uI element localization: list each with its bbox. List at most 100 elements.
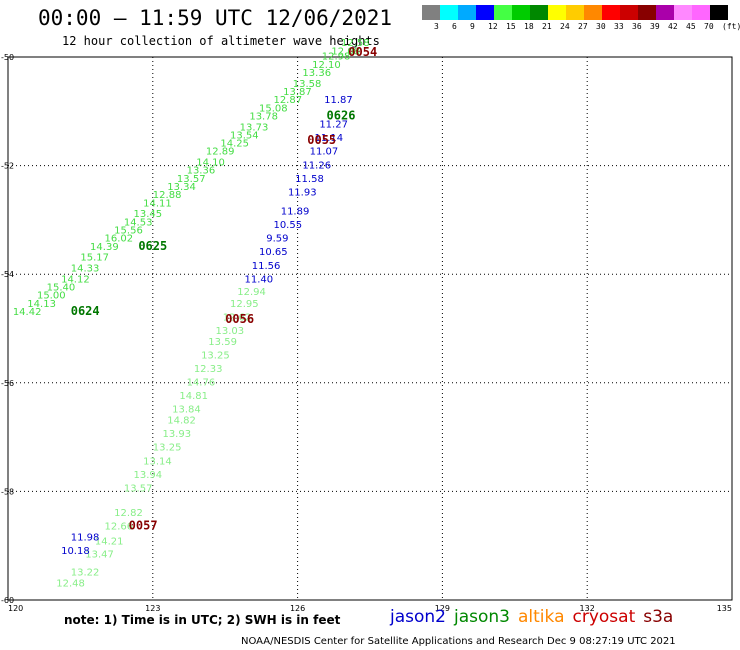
legend-label: 39 [650,22,660,31]
wave-height-value: 12.08 [331,46,360,57]
wave-height-value: 14.53 [124,217,153,228]
lat-tick-label: -50 [1,53,14,62]
wave-height-value: 13.59 [208,337,237,348]
color-scale-legend [422,5,728,20]
legend-swatch [620,5,638,20]
legend-label: 42 [668,22,678,31]
map-border [7,56,733,601]
time-label: 0055 [307,133,336,147]
wave-height-value: 11.26 [302,160,331,171]
legend-swatch [710,5,728,20]
legend-label: 9 [470,22,475,31]
legend-label: 36 [632,22,642,31]
legend-label: 6 [452,22,457,31]
wave-height-value: 14.21 [95,537,124,548]
wave-height-value: 12.33 [194,364,223,375]
legend-swatch [530,5,548,20]
legend-swatch [458,5,476,20]
lon-tick-label: 120 [8,604,23,613]
wave-height-value: 11.07 [310,147,339,158]
wave-height-value: 13.03 [216,326,245,337]
wave-height-value: 12.58 [341,38,370,49]
wave-height-value: 11.93 [288,187,317,198]
lat-tick-label: -52 [1,162,14,171]
wave-height-value: 13.25 [153,443,182,454]
map-grid [8,57,732,600]
wave-height-value: 13.36 [302,68,331,79]
wave-height-value: 15.17 [80,253,109,264]
wave-height-value: 12.62 [223,312,252,323]
wave-height-value: 13.84 [172,405,201,416]
legend-swatch [584,5,602,20]
wave-height-value: 13.87 [283,87,312,98]
wave-height-value: 14.11 [143,198,172,209]
wave-height-value: 12.66 [105,521,134,532]
wave-height-value: 13.34 [167,182,196,193]
wave-height-value: 14.82 [167,416,196,427]
wave-height-value: 10.55 [273,220,302,231]
wave-height-value: 11.89 [281,206,310,217]
wave-height-value: 14.42 [13,307,42,318]
legend-swatch [548,5,566,20]
satellite-legend-item: cryosat [572,607,636,627]
wave-height-value: 10.18 [61,546,90,557]
lat-tick-label: -58 [1,487,14,496]
wave-height-value: 12.82 [114,508,143,519]
time-label: 0625 [138,239,167,253]
wave-height-value: 12.89 [206,147,235,158]
lon-tick-label: 135 [717,604,732,613]
time-label: 0626 [327,108,356,122]
wave-height-value: 13.36 [187,166,216,177]
wave-height-value: 13.47 [85,550,114,561]
lon-tick-label: 123 [145,604,160,613]
wave-height-value: 12.87 [273,95,302,106]
wave-height-value: 14.76 [187,378,216,389]
satellite-legend-item: jason2 [390,607,446,627]
legend-swatch [674,5,692,20]
legend-swatch [494,5,512,20]
wave-height-value: 13.25 [201,350,230,361]
satellite-legend-item: s3a [643,607,674,627]
wave-height-value: 11.14 [314,133,343,144]
wave-height-value: 14.81 [179,391,208,402]
legend-swatch [692,5,710,20]
time-label: 0054 [348,45,377,59]
wave-height-value: 13.14 [143,456,172,467]
wave-height-value: 13.78 [249,111,278,122]
legend-label: 27 [578,22,588,31]
legend-swatch [512,5,530,20]
legend-label: 45 [686,22,696,31]
wave-height-points: 14.4214.1315.0015.4014.1214.3315.1714.39… [13,38,370,589]
wave-height-value: 12.94 [237,287,266,298]
lon-tick-label: 129 [435,604,450,613]
wave-height-value: 13.57 [177,174,206,185]
wave-height-value: 13.58 [293,79,322,90]
color-scale-labels: 3 6 9 12 15 18 21 24 27 30 33 36 39 42 45 70 (ft) [422,22,740,32]
wave-height-value: 13.45 [133,209,162,220]
wave-height-value: 12.10 [312,60,341,71]
wave-height-value: 11.40 [245,274,274,285]
wave-height-value: 14.33 [71,263,100,274]
wave-height-value: 11.27 [319,120,348,131]
wave-height-value: 13.57 [124,483,153,494]
wave-height-value: 13.54 [230,130,259,141]
wave-height-value: 14.13 [27,299,56,310]
time-label: 0624 [71,304,100,318]
time-label: 0057 [129,518,158,532]
footer-credit: NOAA/NESDIS Center for Satellite Applica… [241,636,676,647]
legend-label: 3 [434,22,439,31]
legend-swatch [476,5,494,20]
time-label: 0056 [225,312,254,326]
satellite-legend: jason2 jason3 altika cryosat s3a [390,607,681,627]
wave-height-value: 15.00 [37,291,66,302]
wave-height-value: 12.95 [230,299,259,310]
legend-label: 18 [524,22,534,31]
wave-height-value: 11.87 [324,95,353,106]
legend-swatch [440,5,458,20]
legend-swatch [656,5,674,20]
wave-height-value: 14.12 [61,274,90,285]
wave-height-value: 13.94 [133,470,162,481]
wave-height-value: 11.58 [295,174,324,185]
satellite-legend-item: altika [518,607,565,627]
